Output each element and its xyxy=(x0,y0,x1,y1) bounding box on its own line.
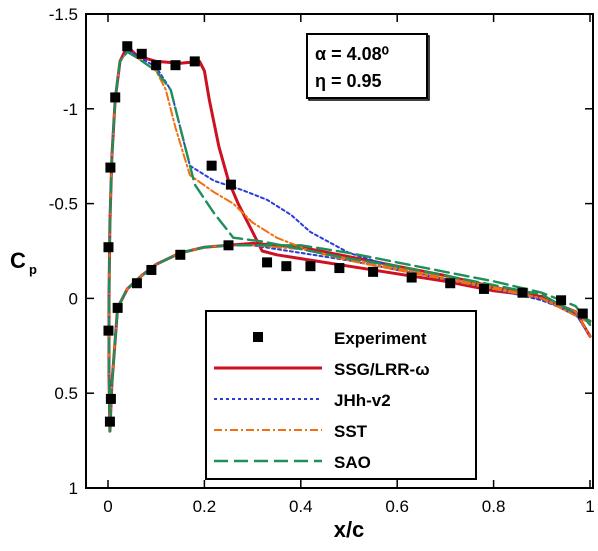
axis-ticks: 0 0.2 0.4 0.6 0.8 1 -1.5 -1 -0.5 0 0.5 1 xyxy=(49,5,595,516)
x-tick-label: 0 xyxy=(103,497,112,516)
y-tick-label: -1.5 xyxy=(49,5,78,24)
experiment-point xyxy=(112,302,123,313)
annotation-box: α = 4.08⁰ η = 0.95 xyxy=(306,33,430,101)
experiment-point xyxy=(445,278,456,289)
y-tick-label: -1 xyxy=(63,100,78,119)
experiment-point xyxy=(305,261,316,272)
experiment-point xyxy=(103,325,114,336)
experiment-point xyxy=(225,179,236,190)
experiment-point xyxy=(406,272,417,283)
legend-label: JHh-v2 xyxy=(334,391,391,410)
experiment-point xyxy=(105,162,116,173)
experiment-point xyxy=(478,283,489,294)
y-tick-label: 1 xyxy=(69,479,78,498)
experiment-point xyxy=(105,393,116,404)
x-tick-label: 0.6 xyxy=(385,497,409,516)
legend-label: SSG/LRR-ω xyxy=(334,360,430,379)
experiment-point xyxy=(122,41,133,52)
experiment-point xyxy=(103,242,114,253)
experiment-point xyxy=(131,278,142,289)
legend-marker-experiment xyxy=(253,332,263,342)
legend-frame xyxy=(205,310,477,480)
legend-label: SAO xyxy=(334,453,371,472)
x-tick-label: 0.8 xyxy=(482,497,506,516)
experiment-point xyxy=(170,60,181,71)
experiment-point xyxy=(556,295,567,306)
experiment-point xyxy=(517,287,528,298)
y-tick-label: 0.5 xyxy=(54,384,78,403)
experiment-point xyxy=(206,160,217,171)
experiment-point xyxy=(136,48,147,59)
legend-label: Experiment xyxy=(334,329,427,348)
experiment-point xyxy=(110,92,121,103)
series-line-3 xyxy=(107,50,592,433)
experiment-point xyxy=(146,264,157,275)
experiment-point xyxy=(223,240,234,251)
experiment-point xyxy=(262,257,273,268)
y-axis-label-subscript: p xyxy=(29,262,37,277)
experiment-point xyxy=(368,266,379,277)
chart-marks xyxy=(103,41,592,433)
experiment-point xyxy=(281,261,292,272)
y-tick-label: 0 xyxy=(69,289,78,308)
y-axis-label: C xyxy=(10,248,26,273)
experiment-point xyxy=(104,416,115,427)
x-axis-label: x/c xyxy=(334,517,365,542)
experiment-point xyxy=(175,249,186,260)
legend: Experiment SSG/LRR-ω JHh-v2 SST SAO xyxy=(205,310,477,480)
experiment-point xyxy=(189,56,200,67)
legend-label: SST xyxy=(334,422,368,441)
annotation-eta: η = 0.95 xyxy=(315,71,382,91)
x-tick-label: 0.4 xyxy=(289,497,313,516)
experiment-point xyxy=(577,308,588,319)
plot-frame xyxy=(85,13,594,489)
y-tick-label: -0.5 xyxy=(49,195,78,214)
annotation-alpha: α = 4.08⁰ xyxy=(315,44,389,64)
experiment-point xyxy=(151,60,162,71)
x-tick-label: 0.2 xyxy=(193,497,217,516)
x-tick-label: 1 xyxy=(585,497,594,516)
experiment-point xyxy=(334,263,345,274)
